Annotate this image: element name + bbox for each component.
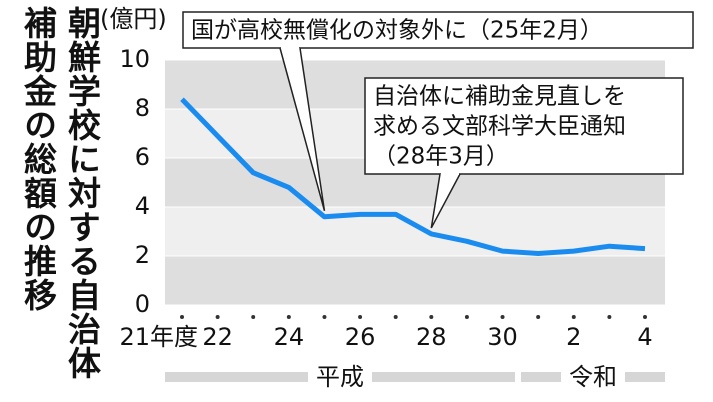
x-tick-label: 22 [202, 323, 233, 351]
annotation-pointer [430, 173, 461, 229]
annotation-text: （28年3月） [373, 144, 509, 170]
x-tick-dot [215, 315, 220, 319]
y-tick-label: 0 [135, 290, 150, 318]
x-tick-dot [464, 315, 469, 319]
x-tick-label: 30 [487, 323, 518, 351]
x-tick-dot [286, 315, 291, 319]
y-axis-label: (億円) [100, 5, 167, 33]
x-tick-dot [643, 315, 647, 319]
x-tick-dot [393, 315, 398, 319]
x-tick-dot [180, 315, 184, 319]
x-tick-dot [536, 315, 541, 319]
x-tick-dot [322, 315, 327, 319]
x-tick-label: 28 [416, 323, 447, 351]
chart-title: 朝鮮学校に対する自治体 [63, 6, 102, 380]
data-line [180, 97, 646, 257]
era-bg [308, 362, 372, 392]
grid-band [165, 256, 665, 305]
x-tick-label: 2 [566, 323, 581, 351]
x-tick-dot [571, 315, 576, 319]
x-tick-label: 26 [345, 323, 376, 351]
annotation-text: 国が高校無償化の対象外に（25年2月） [191, 18, 603, 44]
x-tick-label: 4 [637, 323, 652, 351]
x-tick-dot [607, 315, 612, 319]
y-tick-label: 6 [135, 143, 150, 171]
era-label: 平成 [316, 363, 364, 391]
x-tick-dot [251, 315, 256, 319]
x-tick-label: 21年度 [119, 323, 198, 351]
annotation-box [364, 77, 684, 175]
y-tick-label: 10 [119, 45, 150, 73]
y-tick-label: 8 [135, 94, 150, 122]
annotation-box [182, 11, 694, 49]
y-tick-label: 2 [135, 241, 150, 269]
x-tick-dot [500, 315, 505, 319]
chart-title: 補助金の総額の推移 [19, 6, 59, 312]
annotation-pointer [279, 47, 326, 211]
era-label: 令和 [569, 363, 617, 391]
x-tick-label: 24 [274, 323, 305, 351]
era-bg [561, 362, 625, 392]
x-tick-dot [358, 315, 363, 319]
x-tick-dot [429, 315, 434, 319]
annotation-text: 求める文部科学大臣通知 [373, 114, 626, 140]
annotation-text: 自治体に補助金見直しを [373, 84, 626, 110]
y-tick-label: 4 [135, 192, 150, 220]
